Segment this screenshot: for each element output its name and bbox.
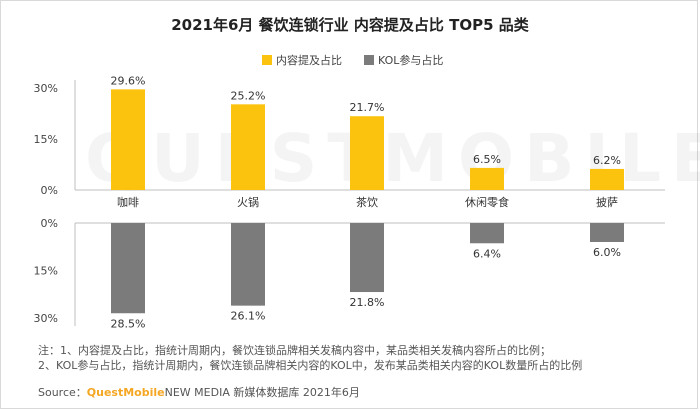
bar-mention [350, 116, 384, 190]
chart-title: 2021年6月 餐饮连锁行业 内容提及占比 TOP5 品类 [171, 16, 529, 34]
bar-kol [590, 223, 624, 242]
upper-y-tick-label: 15% [34, 133, 58, 146]
lower-y-tick-label: 15% [34, 265, 58, 278]
lower-y-tick-label: 30% [34, 312, 58, 325]
bar-mention [111, 89, 145, 190]
source-brand: QuestMobile [86, 386, 165, 399]
bar-kol [470, 223, 504, 244]
legend-swatch-kol [364, 55, 374, 65]
bar-mention-label: 6.5% [473, 153, 501, 166]
bar-kol [111, 223, 145, 314]
bar-kol-label: 21.8% [350, 296, 385, 309]
bar-mention [470, 167, 504, 190]
bar-kol [231, 223, 265, 306]
note-line-2: 2、KOL参与占比，指统计周期内，餐饮连锁品牌相关内容的KOL中，发布某品类相关… [38, 359, 583, 372]
bar-kol-label: 28.5% [111, 317, 146, 330]
source-line: Source：QuestMobileNEW MEDIA 新媒体数据库 2021年… [38, 384, 360, 400]
category-label: 火锅 [237, 196, 259, 209]
bar-kol [350, 223, 384, 293]
category-label: 咖啡 [117, 195, 139, 209]
legend-swatch-mention [262, 55, 272, 65]
bar-kol-label: 26.1% [231, 310, 266, 323]
legend-label-mention: 内容提及占比 [276, 54, 342, 67]
source-rest: NEW MEDIA 新媒体数据库 2021年6月 [164, 386, 360, 399]
source-prefix: Source： [38, 386, 87, 399]
legend-item-mention: 内容提及占比 [262, 52, 342, 68]
bar-mention [231, 104, 265, 190]
bar-mention-label: 25.2% [231, 89, 266, 102]
chart-notes: 注：1、内容提及占比，指统计周期内，餐饮连锁品牌相关发稿内容中，某品类相关发稿内… [38, 343, 582, 373]
lower-y-tick-label: 0% [41, 217, 58, 230]
legend-item-kol: KOL参与占比 [364, 52, 443, 68]
bar-mention [590, 168, 624, 190]
category-label: 茶饮 [356, 196, 378, 209]
legend-label-kol: KOL参与占比 [378, 54, 444, 67]
note-line-1: 注：1、内容提及占比，指统计周期内，餐饮连锁品牌相关发稿内容中，某品类相关发稿内… [38, 344, 551, 357]
bar-kol-label: 6.4% [473, 247, 501, 260]
bar-mention-label: 29.6% [111, 74, 146, 87]
bar-kol-label: 6.0% [593, 246, 621, 259]
category-label: 披萨 [596, 195, 618, 209]
category-label: 休闲零食 [465, 195, 509, 209]
upper-y-tick-label: 0% [41, 184, 58, 197]
upper-y-tick-label: 30% [34, 82, 58, 95]
bar-mention-label: 6.2% [593, 154, 621, 167]
chart-legend: 内容提及占比 KOL参与占比 [262, 52, 443, 68]
bar-mention-label: 21.7% [350, 101, 385, 114]
